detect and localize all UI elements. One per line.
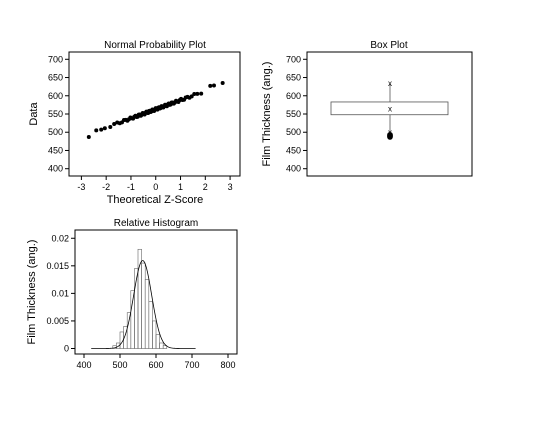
histogram-bar (126, 312, 132, 349)
x-tick-label: 700 (184, 360, 199, 370)
normal-probability-plot: Normal Probability Plot Theoretical Z-Sc… (28, 40, 241, 206)
y-tick-label: 700 (48, 54, 63, 64)
y-tick-label: 400 (286, 164, 301, 174)
y-axis-label: Film Thickness (ang.) (261, 62, 273, 167)
x-tick-label: 800 (220, 360, 235, 370)
plot-frame (68, 51, 241, 177)
histogram-bar (148, 301, 153, 349)
x-tick-label: 3 (228, 182, 233, 192)
data-point (102, 126, 107, 131)
y-tick-label: 650 (48, 73, 63, 83)
data-point (199, 91, 204, 96)
y-tick-label: 500 (48, 127, 63, 137)
y-tick-label: 0.01 (51, 288, 69, 298)
chart-title: Relative Histogram (114, 218, 198, 229)
data-point (112, 122, 117, 127)
data-point (108, 124, 113, 129)
histogram-bar (159, 342, 164, 349)
x-tick-label: 600 (148, 360, 163, 370)
x-tick-label: 400 (76, 360, 91, 370)
x-tick-label: -1 (127, 182, 135, 192)
y-axis-label: Data (28, 102, 40, 126)
y-axis-label: Film Thickness (ang.) (26, 240, 38, 345)
y-tick-label: 650 (286, 73, 301, 83)
median-marker: x (388, 105, 392, 114)
box-plot: Box Plot Film Thickness (ang.) 400 450 500… (261, 40, 473, 177)
data-point (192, 92, 197, 97)
data-point (86, 134, 91, 139)
y-tick-label: 0.015 (46, 261, 69, 271)
data-point (99, 127, 104, 132)
histogram-bar (162, 345, 168, 349)
y-tick-label: 0.02 (51, 233, 69, 243)
y-tick-label: 700 (286, 54, 301, 64)
y-tick-label: 450 (286, 145, 301, 155)
y-tick-label: 600 (48, 91, 63, 101)
x-tick-label: 1 (178, 182, 183, 192)
y-tick-label: 0.005 (46, 316, 69, 326)
y-tick-label: 500 (286, 127, 301, 137)
data-point (94, 128, 99, 133)
chart-title: Box Plot (370, 40, 407, 51)
histogram-bar (144, 279, 150, 349)
whisker-end-marker: x (388, 79, 392, 88)
y-tick-label: 450 (48, 145, 63, 155)
outlier-point (387, 131, 393, 138)
box-iqr (330, 101, 449, 116)
data-point (220, 81, 225, 85)
x-tick-label: 0 (153, 182, 158, 192)
histogram-bar (141, 262, 146, 349)
plot-frame (306, 51, 473, 177)
x-axis-label: Theoretical Z-Score (107, 194, 204, 206)
relative-histogram: Relative Histogram Film Thickness (ang.)… (26, 218, 238, 370)
y-tick-label: 550 (48, 109, 63, 119)
y-tick-label: 600 (286, 91, 301, 101)
chart-title: Normal Probability Plot (104, 40, 206, 51)
normal-density-curve (91, 260, 196, 349)
histogram-bar (152, 320, 157, 349)
y-tick-label: 0 (64, 343, 69, 353)
x-tick-label: -2 (102, 182, 110, 192)
x-tick-label: -3 (77, 182, 85, 192)
data-point (189, 94, 194, 99)
x-tick-label: 2 (203, 182, 208, 192)
data-point (195, 91, 200, 96)
histogram-bar (155, 334, 160, 349)
x-tick-label: 500 (112, 360, 127, 370)
y-tick-label: 400 (48, 164, 63, 174)
data-point (211, 83, 216, 88)
y-tick-label: 550 (286, 109, 301, 119)
data-point (208, 83, 213, 88)
